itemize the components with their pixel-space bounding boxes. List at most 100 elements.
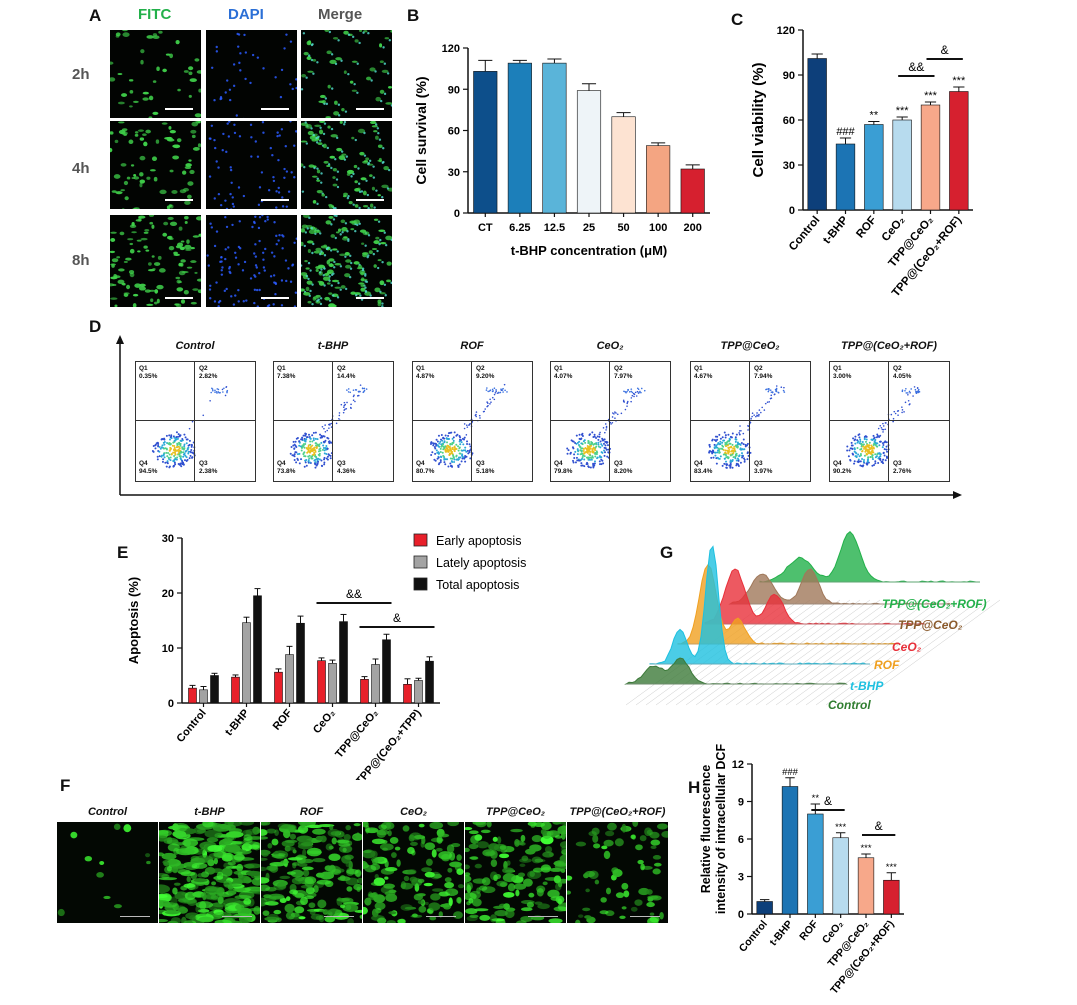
quadrant-percent: 2.82%	[199, 373, 218, 380]
bar	[646, 145, 671, 214]
quadrant-percent: 80.7%	[416, 468, 435, 475]
significance-label: ***	[886, 862, 897, 873]
scale-bar	[528, 916, 558, 917]
gate-line	[749, 362, 750, 481]
quadrant-percent: 5.18%	[476, 468, 495, 475]
fluorescence-image	[159, 822, 260, 923]
quadrant-label: Q4 79.8%	[554, 460, 572, 476]
bar	[949, 91, 969, 211]
quadrant-label: Q1 4.67%	[694, 365, 712, 381]
x-tick-label: ROF	[271, 707, 295, 733]
quadrant-label: Q2 2.82%	[199, 365, 217, 381]
y-tick-label: 6	[738, 834, 744, 846]
panel-b-chart: 0 30 60 90 120 CT 6.25 12.5 25 50 100 200 t-BHP conc…	[413, 43, 710, 258]
micro-image-dapi-4h	[206, 121, 297, 209]
gate-line	[413, 420, 532, 421]
quadrant-percent: 73.8%	[277, 468, 296, 475]
y-tick-label: 20	[162, 588, 174, 600]
y-axis-label: Apoptosis (%)	[126, 577, 141, 664]
quadrant-name: Q1	[833, 365, 842, 372]
quadrant-label: Q1 0.35%	[139, 365, 157, 381]
quadrant-label: Q2 7.94%	[754, 365, 772, 381]
significance-label: ***	[924, 90, 938, 102]
fluorescence-image	[261, 822, 362, 923]
x-tick-label: t-BHP	[821, 214, 851, 246]
bar	[339, 621, 348, 704]
grid-line	[725, 599, 871, 706]
quadrant-label: Q2 7.97%	[614, 365, 632, 381]
significance-label: ###	[836, 126, 855, 138]
legend-label: Early apoptosis	[436, 534, 521, 548]
scale-bar	[356, 199, 384, 201]
quadrant-name: Q2	[893, 365, 902, 372]
fluorescence-title: TPP@(CeO₂+ROF)	[569, 806, 666, 818]
significance-label: ###	[782, 767, 799, 778]
gate-line	[332, 362, 333, 481]
grid-line	[695, 599, 841, 706]
micro-image-merge-8h	[301, 215, 392, 307]
histogram-label: Control	[828, 698, 871, 712]
quadrant-name: Q1	[694, 365, 703, 372]
y-tick-label: 12	[732, 759, 744, 771]
scale-bar	[426, 916, 456, 917]
legend-swatch	[413, 577, 428, 591]
x-axis-label: t-BHP concentration (μM)	[511, 243, 668, 258]
bar	[296, 622, 305, 704]
legend-swatch	[413, 533, 428, 547]
quadrant-percent: 3.97%	[754, 468, 773, 475]
scale-bar	[165, 297, 193, 299]
flow-plot-title: Control	[175, 340, 215, 352]
gate-line	[274, 420, 393, 421]
flow-plot-title: CeO₂	[596, 340, 624, 352]
scale-bar	[630, 916, 660, 917]
significance-label: ***	[952, 75, 966, 87]
fluorescence-title: Control	[87, 806, 128, 818]
quadrant-name: Q1	[416, 365, 425, 372]
quadrant-label: Q1 7.38%	[277, 365, 295, 381]
panel-letter-f: F	[60, 776, 71, 795]
bracket-label: &	[941, 43, 949, 57]
quadrant-label: Q4 83.4%	[694, 460, 712, 476]
histogram-label: t-BHP	[850, 679, 884, 693]
quadrant-name: Q1	[554, 365, 563, 372]
significance-label: ***	[835, 822, 846, 833]
bar	[892, 119, 912, 211]
quadrant-name: Q3	[476, 460, 485, 467]
grid-line	[815, 599, 961, 706]
gate-line	[609, 362, 610, 481]
y-tick-label: 120	[442, 43, 460, 55]
column-title-merge: Merge	[318, 6, 363, 23]
column-title-dapi: DAPI	[228, 6, 264, 23]
panel-letter-b: B	[407, 6, 420, 25]
y-tick-label: 9	[738, 797, 744, 809]
y-axis-label: Cell viability (%)	[750, 62, 767, 177]
scale-bar	[165, 199, 193, 201]
quadrant-name: Q3	[337, 460, 346, 467]
fluorescence-title: t-BHP	[194, 806, 225, 818]
quadrant-name: Q3	[754, 460, 763, 467]
fluorescence-image	[57, 822, 158, 923]
bar	[210, 675, 219, 704]
quadrant-name: Q4	[416, 460, 425, 467]
bar	[835, 143, 856, 211]
y-axis-label: intensity of intracellular DCF	[714, 744, 728, 915]
bar	[242, 622, 251, 704]
quadrant-percent: 14.4%	[337, 373, 356, 380]
scale-bar	[261, 199, 289, 201]
y-tick-label: 0	[168, 698, 174, 710]
quadrant-label: Q3 8.20%	[614, 460, 632, 476]
row-label-2h: 2h	[72, 66, 90, 83]
micro-image-fitc-2h	[110, 30, 201, 118]
quadrant-percent: 2.76%	[893, 468, 912, 475]
x-tick-label: Control	[174, 707, 208, 745]
grid-line	[795, 599, 941, 706]
quadrant-percent: 4.07%	[554, 373, 573, 380]
histogram-curve	[759, 531, 980, 583]
quadrant-name: Q2	[337, 365, 346, 372]
row-label-8h: 8h	[72, 252, 90, 269]
scale-bar	[165, 108, 193, 110]
y-tick-label: 60	[783, 115, 795, 127]
bracket-label: &	[824, 794, 832, 808]
histogram-label: TPP@CeO₂	[898, 618, 963, 632]
